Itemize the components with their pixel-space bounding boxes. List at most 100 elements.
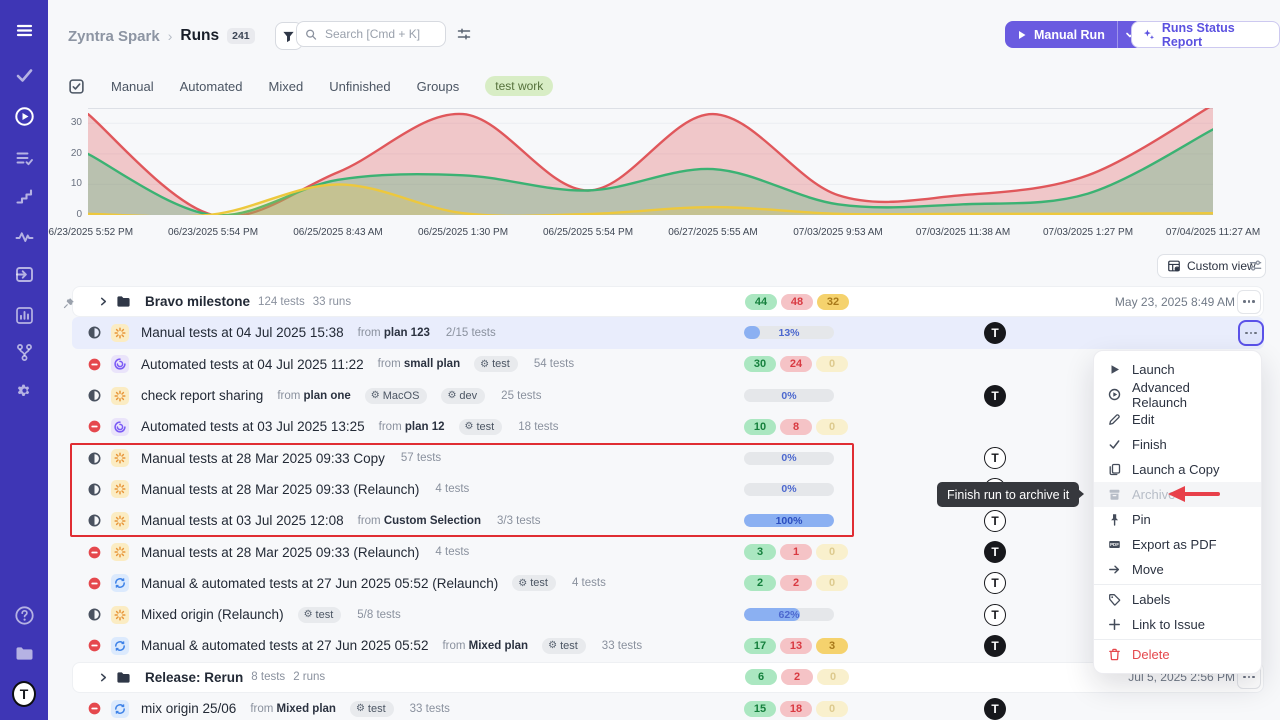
tag-chip[interactable]: ⚙ test — [458, 418, 503, 435]
tag-icon — [1109, 594, 1121, 606]
run-row[interactable]: mix origin 25/06 from Mixed plan ⚙ test 33 t… — [72, 693, 1264, 720]
menu-item-launch-a-copy[interactable]: Launch a Copy — [1094, 457, 1261, 482]
run-title[interactable]: Manual tests at 03 Jul 2025 12:08 — [141, 513, 344, 529]
assignee-avatar: T — [984, 447, 1006, 470]
run-source: from plan 12 — [378, 420, 445, 433]
assignee-avatar: T — [984, 384, 1006, 407]
x-tick-label: 07/03/2025 1:27 PM — [1042, 227, 1134, 238]
run-row[interactable]: Automated tests at 03 Jul 2025 13:25 from… — [72, 411, 1264, 442]
badge-red: 24 — [780, 356, 812, 373]
breadcrumb-project[interactable]: Zyntra Spark — [68, 27, 160, 45]
menu-item-edit[interactable]: Edit — [1094, 407, 1261, 432]
sidebar-item-checkmark[interactable] — [12, 63, 36, 87]
run-title[interactable]: Manual tests at 04 Jul 2025 15:38 — [141, 325, 344, 341]
run-row[interactable]: Manual tests at 28 Mar 2025 09:33 (Relau… — [72, 536, 1264, 567]
chart-x-axis: 06/23/2025 5:52 PM 06/23/2025 5:54 PM 06/2… — [48, 227, 1280, 241]
run-title[interactable]: Mixed origin (Relaunch) — [141, 607, 284, 623]
view-options-sliders-icon[interactable] — [1248, 258, 1263, 278]
run-title[interactable]: Manual & automated tests at 27 Jun 2025 … — [141, 638, 429, 654]
run-title[interactable]: check report sharing — [141, 388, 264, 404]
badge-green: 6 — [745, 669, 777, 686]
group-row[interactable]: Bravo milestone 124 tests 33 runs 44 48 32… — [63, 286, 1264, 318]
run-title[interactable]: mix origin 25/06 — [141, 701, 237, 716]
run-row[interactable]: Manual tests at 28 Mar 2025 09:33 Copy 57… — [72, 442, 1264, 473]
row-more-button[interactable] — [1237, 289, 1261, 314]
active-filter-pill[interactable]: test work — [485, 76, 554, 96]
sidebar-item-settings[interactable] — [12, 378, 36, 402]
tab-groups[interactable]: Groups — [416, 78, 460, 94]
assignee-avatar: T — [984, 572, 1006, 595]
tag-chip[interactable]: ⚙ MacOS — [364, 387, 428, 404]
tag-chip[interactable]: ⚙ test — [542, 637, 586, 654]
sidebar-item-activity[interactable] — [12, 225, 36, 249]
tab-mixed[interactable]: Mixed — [268, 78, 304, 94]
automated-run-type-icon — [111, 355, 129, 374]
sidebar-item-projects[interactable] — [12, 641, 36, 665]
run-title[interactable]: Manual & automated tests at 27 Jun 2025 … — [141, 575, 499, 591]
run-row[interactable]: Manual & automated tests at 27 Jun 2025 … — [72, 568, 1264, 599]
manual-run-type-icon — [111, 449, 129, 468]
run-row[interactable]: Mixed origin (Relaunch) ⚙ test 5/8 tests 62… — [72, 599, 1264, 630]
badge-yellow: 32 — [817, 293, 849, 310]
tag-chip[interactable]: ⚙ test — [512, 575, 556, 592]
sidebar-item-runs-active[interactable] — [12, 104, 36, 128]
menu-item-archive: Archive — [1094, 482, 1261, 507]
menu-item-label: Finish — [1132, 437, 1167, 452]
manual-run-button[interactable]: Manual Run — [1005, 21, 1143, 48]
run-row[interactable]: Manual tests at 03 Jul 2025 12:08 from Cu… — [72, 505, 1264, 536]
search-box[interactable] — [296, 21, 446, 47]
tag-chip[interactable]: ⚙ dev — [441, 387, 486, 404]
menu-item-export-as-pdf[interactable]: PDF Export as PDF — [1094, 532, 1261, 557]
custom-view-button[interactable]: Custom view — [1157, 254, 1266, 278]
search-settings-sliders-icon[interactable] — [456, 26, 472, 47]
progress-bar: 100% — [744, 514, 834, 528]
assignee-avatar: T — [984, 697, 1006, 720]
search-input[interactable] — [323, 26, 437, 42]
sidebar-item-steps[interactable] — [12, 184, 36, 208]
sidebar-item-branching[interactable] — [12, 340, 36, 364]
select-all-checklist-icon[interactable] — [68, 78, 85, 95]
sidebar-item-list-check[interactable] — [12, 146, 36, 170]
run-source: from Custom Selection — [357, 514, 481, 527]
tag-chip[interactable]: ⚙ test — [349, 700, 394, 717]
tag-chip[interactable]: ⚙ test — [474, 356, 518, 373]
tag-chip[interactable]: ⚙ test — [297, 606, 342, 623]
group-row[interactable]: Release: Rerun 8 tests 2 runs 6 2 0 Jul 5, … — [72, 661, 1264, 693]
group-title[interactable]: Release: Rerun — [145, 669, 244, 685]
menu-item-pin[interactable]: Pin — [1094, 507, 1261, 532]
tab-automated[interactable]: Automated — [179, 78, 243, 94]
menu-item-advanced-relaunch[interactable]: Advanced Relaunch — [1094, 380, 1261, 410]
run-title[interactable]: Manual tests at 28 Mar 2025 09:33 Copy — [141, 450, 385, 466]
menu-item-delete[interactable]: Delete — [1094, 642, 1261, 667]
group-title[interactable]: Bravo milestone — [145, 294, 251, 310]
folder-icon — [117, 672, 130, 683]
menu-item-link-to-issue[interactable]: Link to Issue — [1094, 612, 1261, 637]
row-more-button[interactable] — [1240, 321, 1262, 344]
sidebar-item-help[interactable] — [12, 603, 36, 627]
run-title[interactable]: Manual tests at 28 Mar 2025 09:33 (Relau… — [141, 544, 420, 560]
menu-item-finish[interactable]: Finish — [1094, 432, 1261, 457]
menu-button[interactable] — [12, 18, 36, 42]
menu-item-labels[interactable]: Labels — [1094, 587, 1261, 612]
sidebar-item-import[interactable] — [12, 262, 36, 286]
runs-status-report-button[interactable]: Runs Status Report — [1131, 21, 1280, 49]
manual-run-type-icon — [111, 323, 129, 342]
expand-chevron[interactable] — [99, 673, 108, 682]
sidebar-item-reports[interactable] — [12, 303, 36, 327]
tab-unfinished[interactable]: Unfinished — [329, 78, 391, 94]
menu-item-launch[interactable]: Launch — [1094, 357, 1261, 382]
archive-icon — [1109, 489, 1120, 500]
menu-item-move[interactable]: Move — [1094, 557, 1261, 582]
menu-item-label: Launch — [1132, 362, 1175, 377]
run-row[interactable]: Manual tests at 28 Mar 2025 09:33 (Relau… — [72, 474, 1264, 505]
run-row[interactable]: Manual & automated tests at 27 Jun 2025 … — [72, 630, 1264, 661]
run-title[interactable]: Automated tests at 04 Jul 2025 11:22 — [141, 356, 364, 372]
run-row[interactable]: Automated tests at 04 Jul 2025 11:22 from… — [72, 349, 1264, 380]
sidebar-user-avatar[interactable]: T — [12, 681, 36, 707]
run-row[interactable]: check report sharing from plan one ⚙ MacOS ⚙… — [72, 380, 1264, 411]
tab-manual[interactable]: Manual — [111, 78, 154, 94]
run-title[interactable]: Automated tests at 03 Jul 2025 13:25 — [141, 419, 365, 435]
run-row[interactable]: Manual tests at 04 Jul 2025 15:38 from pl… — [72, 317, 1264, 349]
expand-chevron[interactable] — [99, 297, 108, 306]
run-title[interactable]: Manual tests at 28 Mar 2025 09:33 (Relau… — [141, 481, 420, 497]
